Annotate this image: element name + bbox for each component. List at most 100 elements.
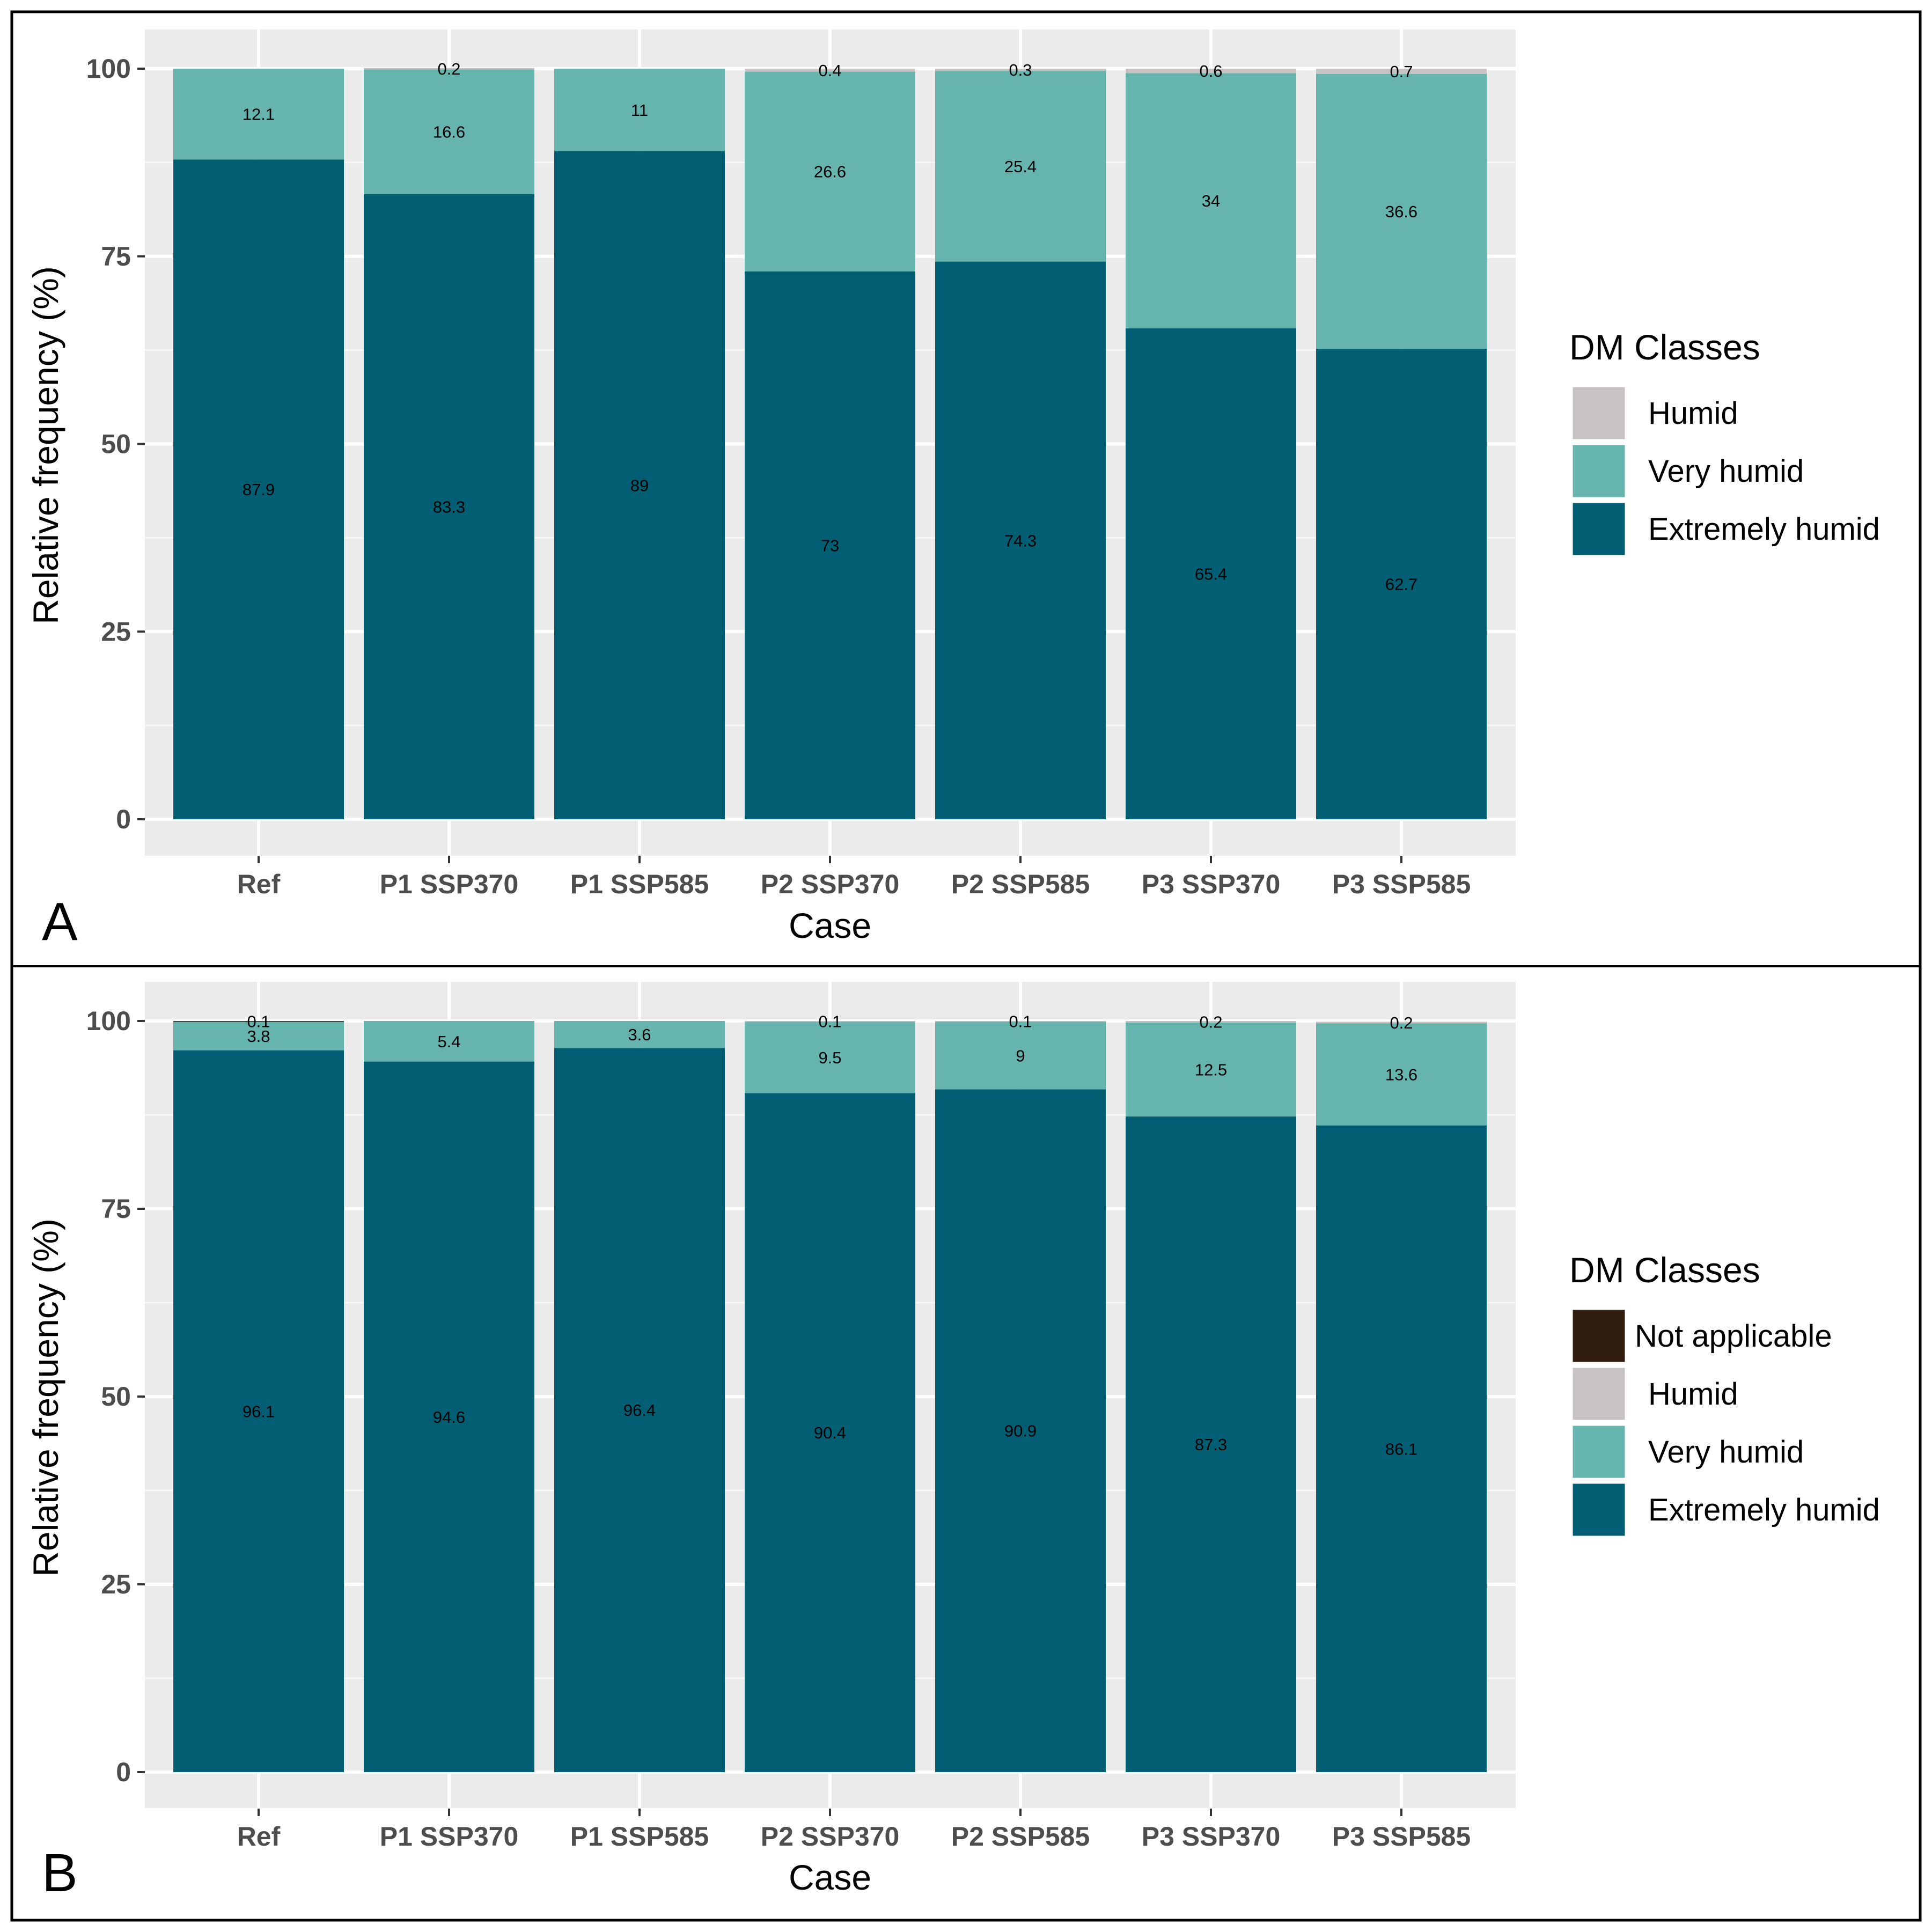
x-axis: Ref P1 SSP370 P1 SSP585 P2 SSP370 P2 SSP585 P… bbox=[237, 856, 1471, 899]
bar-not-applicable-ref bbox=[173, 1021, 344, 1022]
data-label-very-humid-p2-ssp585: 25.4 bbox=[1004, 157, 1037, 176]
bar-humid-p3-ssp370 bbox=[1126, 69, 1296, 74]
bar-very-humid-p1-ssp585 bbox=[554, 1021, 725, 1048]
x-tick-label: P1 SSP585 bbox=[570, 1821, 709, 1852]
legend-label-not-applicable: Not applicable bbox=[1635, 1319, 1832, 1354]
data-label-extremely-humid-ref: 87.9 bbox=[243, 480, 275, 499]
data-label-extremely-humid-p2-ssp370: 73 bbox=[821, 536, 839, 555]
legend-label-humid: Humid bbox=[1648, 396, 1738, 431]
data-label-extremely-humid-ref: 96.1 bbox=[243, 1402, 275, 1421]
x-tick-label: P3 SSP585 bbox=[1332, 869, 1471, 899]
data-label-extremely-humid-p3-ssp370: 87.3 bbox=[1195, 1435, 1227, 1454]
bar-humid-p3-ssp585 bbox=[1316, 69, 1487, 74]
bar-very-humid-ref bbox=[173, 1022, 344, 1051]
bar-very-humid-p3-ssp370 bbox=[1126, 73, 1296, 329]
bar-extremely-humid-p3-ssp370 bbox=[1126, 1116, 1296, 1772]
x-tick-label: P3 SSP585 bbox=[1332, 1821, 1471, 1852]
legend-items: Not applicable Humid Very humid Extremely h… bbox=[1571, 1308, 1880, 1538]
panel-label: B bbox=[42, 1843, 78, 1903]
bar-very-humid-p2-ssp585 bbox=[935, 71, 1106, 262]
bar-extremely-humid-p1-ssp585 bbox=[554, 1048, 725, 1772]
bar-extremely-humid-p3-ssp585 bbox=[1316, 1125, 1487, 1772]
legend-label-very-humid: Very humid bbox=[1648, 454, 1804, 489]
bar-humid-p3-ssp585 bbox=[1316, 1022, 1487, 1024]
y-tick-label: 50 bbox=[101, 429, 131, 459]
legend-label-extremely-humid: Extremely humid bbox=[1648, 512, 1880, 547]
bar-very-humid-p3-ssp585 bbox=[1316, 74, 1487, 349]
x-tick-label: P2 SSP370 bbox=[761, 869, 900, 899]
legend: DM Classes Not applicable Humid Very humid… bbox=[1569, 1250, 1880, 1538]
x-tick-label: P1 SSP370 bbox=[380, 1821, 519, 1852]
data-label-extremely-humid-p3-ssp370: 65.4 bbox=[1195, 565, 1227, 584]
data-label-very-humid-p3-ssp370: 12.5 bbox=[1195, 1060, 1227, 1079]
bar-extremely-humid-p2-ssp370 bbox=[745, 271, 915, 820]
data-label-very-humid-p1-ssp585: 3.6 bbox=[628, 1025, 651, 1044]
bar-extremely-humid-p1-ssp370 bbox=[364, 1061, 534, 1772]
data-label-very-humid-p2-ssp585: 9 bbox=[1016, 1046, 1025, 1065]
legend-label-very-humid: Very humid bbox=[1648, 1435, 1804, 1470]
data-label-humid-p2-ssp585: 0.1 bbox=[1009, 1012, 1032, 1031]
data-label-humid-p3-ssp370: 0.6 bbox=[1199, 62, 1222, 80]
y-tick-label: 0 bbox=[116, 804, 131, 834]
bar-very-humid-p2-ssp585 bbox=[935, 1022, 1106, 1090]
bar-very-humid-p1-ssp370 bbox=[364, 1021, 534, 1062]
data-label-very-humid-ref: 12.1 bbox=[243, 105, 275, 124]
data-label-humid-p3-ssp585: 0.7 bbox=[1390, 62, 1413, 81]
data-label-extremely-humid-p2-ssp370: 90.4 bbox=[814, 1423, 846, 1442]
legend-key-humid bbox=[1571, 385, 1627, 441]
bars bbox=[173, 1021, 1487, 1772]
bar-very-humid-p2-ssp370 bbox=[745, 1022, 915, 1093]
bar-extremely-humid-p3-ssp585 bbox=[1316, 348, 1487, 819]
data-label-very-humid-p1-ssp585: 11 bbox=[631, 101, 648, 120]
data-label-very-humid-p3-ssp585: 36.6 bbox=[1385, 202, 1417, 221]
y-tick-label: 50 bbox=[101, 1382, 131, 1412]
data-label-extremely-humid-p3-ssp585: 62.7 bbox=[1385, 575, 1417, 593]
bar-humid-p2-ssp585 bbox=[935, 1021, 1106, 1022]
data-label-extremely-humid-p2-ssp585: 74.3 bbox=[1004, 531, 1037, 550]
legend-key-very-humid bbox=[1571, 1424, 1627, 1480]
y-tick-label: 25 bbox=[101, 616, 131, 647]
legend-key-extremely-humid bbox=[1571, 1482, 1627, 1538]
legend-key-not-applicable bbox=[1571, 1308, 1627, 1364]
y-tick-label: 100 bbox=[86, 54, 131, 84]
y-axis-title: Relative frequency (%) bbox=[26, 1218, 65, 1577]
data-label-humid-p2-ssp370: 0.4 bbox=[818, 61, 841, 80]
bars bbox=[173, 68, 1487, 820]
x-tick-label: Ref bbox=[237, 1821, 281, 1852]
bar-extremely-humid-p2-ssp585 bbox=[935, 261, 1106, 820]
x-tick-label: Ref bbox=[237, 869, 281, 899]
y-axis: 0 25 50 75 100 bbox=[86, 54, 145, 834]
x-tick-label: P2 SSP585 bbox=[951, 1821, 1090, 1852]
y-tick-label: 100 bbox=[86, 1006, 131, 1036]
data-label-humid-p2-ssp370: 0.1 bbox=[818, 1012, 841, 1031]
x-axis: Ref P1 SSP370 P1 SSP585 P2 SSP370 P2 SSP585 P… bbox=[237, 1809, 1471, 1852]
x-tick-label: P3 SSP370 bbox=[1142, 869, 1281, 899]
data-label-extremely-humid-p1-ssp585: 89 bbox=[630, 476, 649, 495]
data-label-very-humid-p2-ssp370: 26.6 bbox=[814, 163, 846, 181]
legend-title: DM Classes bbox=[1569, 1250, 1760, 1290]
legend-key-humid bbox=[1571, 1366, 1627, 1422]
legend: DM Classes Humid Very humid Extremely humi… bbox=[1569, 327, 1880, 557]
legend-label-humid: Humid bbox=[1648, 1377, 1738, 1412]
panel-b: 96.1 94.6 96.4 90.4 90.9 87.3 86.1 3.8 5.4 3.6 9.5… bbox=[26, 982, 1880, 1903]
data-labels: 87.9 83.3 89 73 74.3 65.4 62.7 12.1 16.6 11 26.6 25… bbox=[243, 60, 1417, 593]
bar-extremely-humid-ref bbox=[173, 1050, 344, 1772]
legend-items: Humid Very humid Extremely humid bbox=[1571, 385, 1880, 557]
bar-extremely-humid-p3-ssp370 bbox=[1126, 328, 1296, 819]
data-label-extremely-humid-p1-ssp585: 96.4 bbox=[623, 1401, 656, 1420]
data-label-very-humid-ref: 3.8 bbox=[247, 1027, 270, 1046]
data-label-extremely-humid-p2-ssp585: 90.9 bbox=[1004, 1422, 1037, 1441]
data-label-extremely-humid-p1-ssp370: 94.6 bbox=[433, 1408, 465, 1427]
bar-extremely-humid-ref bbox=[173, 159, 344, 819]
x-tick-label: P1 SSP585 bbox=[570, 869, 709, 899]
data-label-very-humid-p2-ssp370: 9.5 bbox=[818, 1048, 841, 1067]
data-label-extremely-humid-p1-ssp370: 83.3 bbox=[433, 497, 465, 516]
bar-very-humid-p3-ssp585 bbox=[1316, 1023, 1487, 1126]
bar-extremely-humid-p2-ssp370 bbox=[745, 1093, 915, 1772]
y-axis: 0 25 50 75 100 bbox=[86, 1006, 145, 1787]
data-label-humid-p1-ssp370: 0.2 bbox=[437, 60, 460, 78]
data-label-very-humid-p3-ssp585: 13.6 bbox=[1385, 1065, 1417, 1084]
data-label-humid-p3-ssp585: 0.2 bbox=[1390, 1013, 1413, 1032]
x-axis-title: Case bbox=[789, 906, 871, 945]
